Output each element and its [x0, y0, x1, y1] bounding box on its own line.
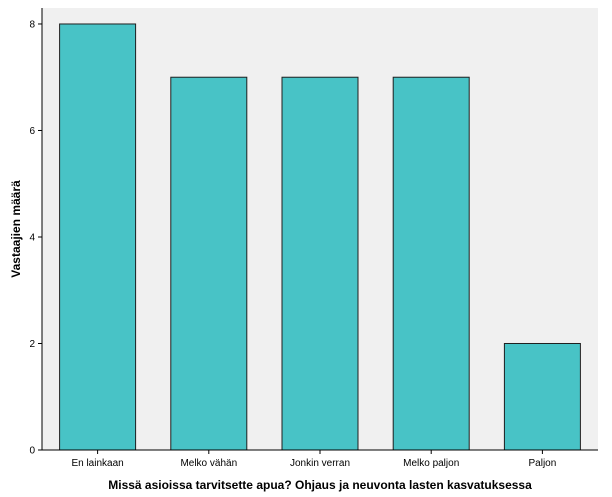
bar-2: [281, 76, 359, 451]
x-tick-label: Melko vähän: [180, 458, 237, 469]
bar-1: [170, 76, 248, 451]
bars: [59, 23, 581, 451]
y-tick-label: 0: [29, 446, 35, 457]
x-tick-label: En lainkaan: [71, 458, 123, 469]
x-tick-label: Paljon: [528, 458, 556, 469]
x-axis-ticks: En lainkaan Melko vähän Jonkin verran Melko…: [71, 450, 556, 469]
x-tick-label: Jonkin verran: [290, 458, 350, 469]
y-tick-label: 2: [29, 339, 35, 350]
y-axis-title: Vastaajien määrä: [9, 180, 23, 278]
y-tick-label: 4: [29, 232, 35, 243]
bar-3: [392, 76, 470, 451]
x-tick-label: Melko paljon: [403, 458, 459, 469]
bar-4: [503, 342, 581, 451]
y-tick-label: 8: [29, 19, 35, 30]
x-axis-title: Missä asioissa tarvitsette apua? Ohjaus …: [108, 478, 532, 492]
y-tick-label: 6: [29, 126, 35, 137]
bar-0: [59, 23, 137, 451]
y-axis-ticks: 0 2 4 6 8: [29, 19, 42, 457]
